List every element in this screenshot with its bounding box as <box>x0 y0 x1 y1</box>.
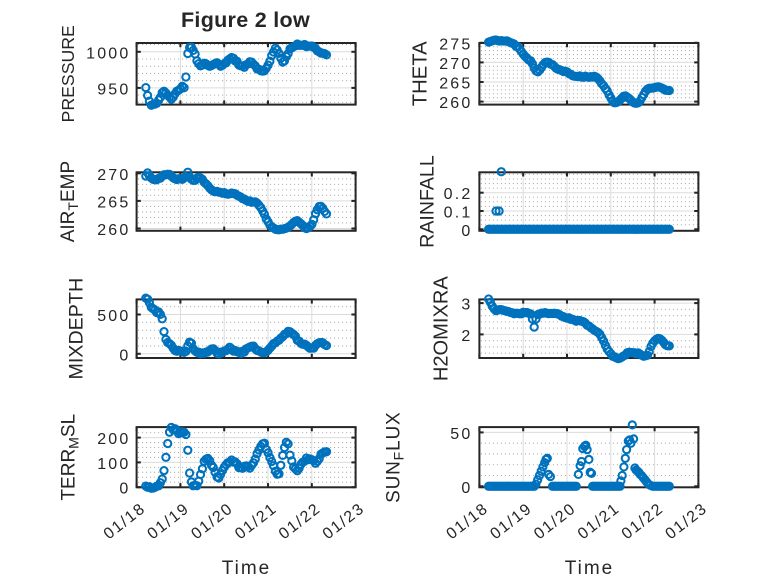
svg-text:SUNF​LUX: SUNF​LUX <box>384 412 407 503</box>
svg-text:THETA: THETA <box>410 41 432 106</box>
svg-text:260: 260 <box>97 222 130 239</box>
svg-text:50: 50 <box>450 426 472 443</box>
svg-text:2: 2 <box>461 328 472 345</box>
svg-text:0: 0 <box>461 480 472 497</box>
svg-text:265: 265 <box>439 76 472 93</box>
svg-text:Time: Time <box>222 558 272 579</box>
svg-text:Time: Time <box>565 558 615 579</box>
svg-text:100: 100 <box>97 456 130 473</box>
svg-text:1000: 1000 <box>86 45 130 62</box>
svg-text:260: 260 <box>439 95 472 112</box>
svg-text:3: 3 <box>461 297 472 314</box>
svg-text:0.2: 0.2 <box>444 186 473 203</box>
svg-text:275: 275 <box>439 36 472 53</box>
svg-text:MIXDEPTH: MIXDEPTH <box>66 278 88 380</box>
svg-text:TERRM​SL: TERRM​SL <box>59 414 82 501</box>
svg-text:270: 270 <box>439 56 472 73</box>
svg-text:0: 0 <box>119 481 130 498</box>
svg-text:0: 0 <box>461 223 472 240</box>
svg-text:PRESSURE: PRESSURE <box>58 25 78 123</box>
svg-text:H2OMIXRA: H2OMIXRA <box>431 276 453 382</box>
svg-text:500: 500 <box>97 308 130 325</box>
svg-text:0.1: 0.1 <box>444 205 473 222</box>
svg-text:0: 0 <box>119 347 130 364</box>
svg-text:950: 950 <box>97 81 130 98</box>
svg-text:AIRT​EMP: AIRT​EMP <box>58 161 81 242</box>
svg-text:265: 265 <box>97 194 130 211</box>
svg-text:Figure 2 low: Figure 2 low <box>181 8 310 32</box>
svg-text:200: 200 <box>97 431 130 448</box>
svg-text:RAINFALL: RAINFALL <box>417 155 439 248</box>
svg-text:270: 270 <box>97 167 130 184</box>
